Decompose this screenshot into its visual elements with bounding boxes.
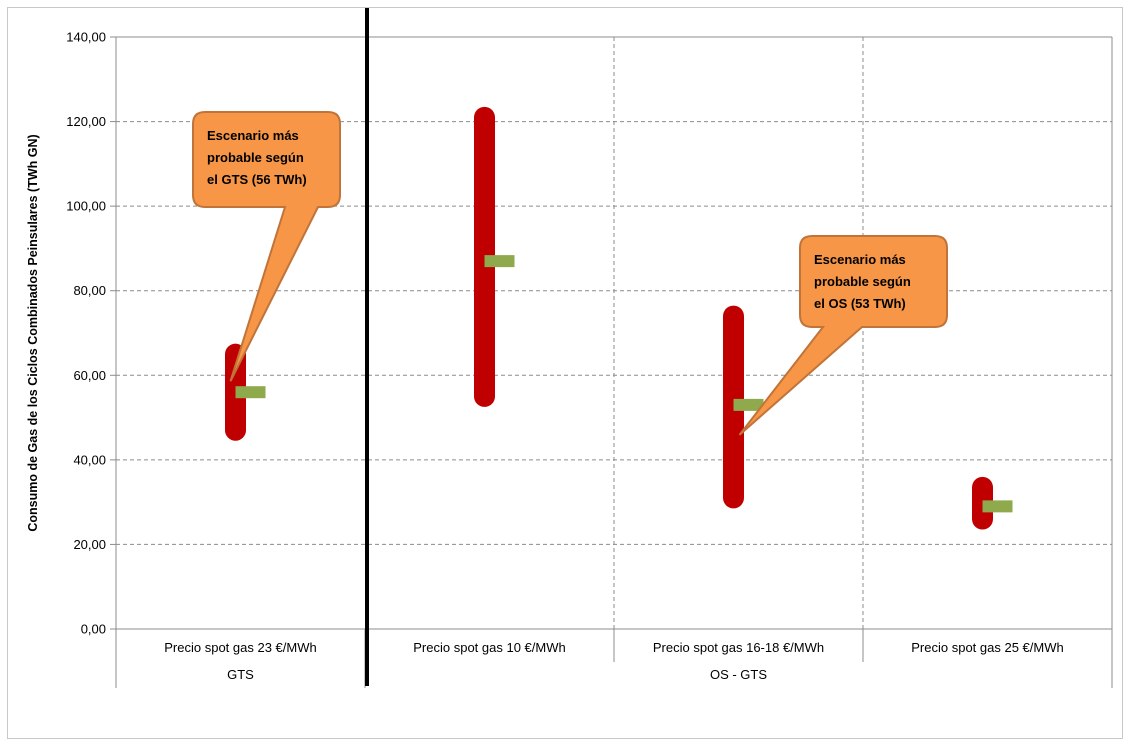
category-label: Precio spot gas 23 €/MWh xyxy=(164,640,316,655)
point-marker xyxy=(235,386,266,399)
callout-bubble xyxy=(738,235,948,436)
point-marker xyxy=(733,398,764,411)
callout-text: Escenario más xyxy=(207,128,299,143)
category-label: Precio spot gas 25 €/MWh xyxy=(911,640,1063,655)
y-tick-label: 140,00 xyxy=(66,30,106,45)
point-marker xyxy=(484,255,515,268)
point-marker xyxy=(982,500,1013,513)
y-tick-label: 120,00 xyxy=(66,114,106,129)
callout-bubble xyxy=(192,111,341,382)
callout-text: probable según xyxy=(814,274,911,289)
y-tick-label: 60,00 xyxy=(73,368,106,383)
group-label: OS - GTS xyxy=(710,667,767,682)
y-axis-title: Consumo de Gas de los Ciclos Combinados … xyxy=(26,134,40,531)
y-tick-label: 0,00 xyxy=(81,622,106,637)
y-tick-label: 20,00 xyxy=(73,537,106,552)
callout-text: el GTS (56 TWh) xyxy=(207,172,307,187)
category-label: Precio spot gas 10 €/MWh xyxy=(413,640,565,655)
callout-text: el OS (53 TWh) xyxy=(814,296,906,311)
y-tick-label: 40,00 xyxy=(73,452,106,467)
group-label: GTS xyxy=(227,667,254,682)
callout-text: Escenario más xyxy=(814,252,906,267)
category-label: Precio spot gas 16-18 €/MWh xyxy=(653,640,824,655)
y-tick-label: 100,00 xyxy=(66,199,106,214)
callout-text: probable según xyxy=(207,150,304,165)
y-tick-label: 80,00 xyxy=(73,283,106,298)
